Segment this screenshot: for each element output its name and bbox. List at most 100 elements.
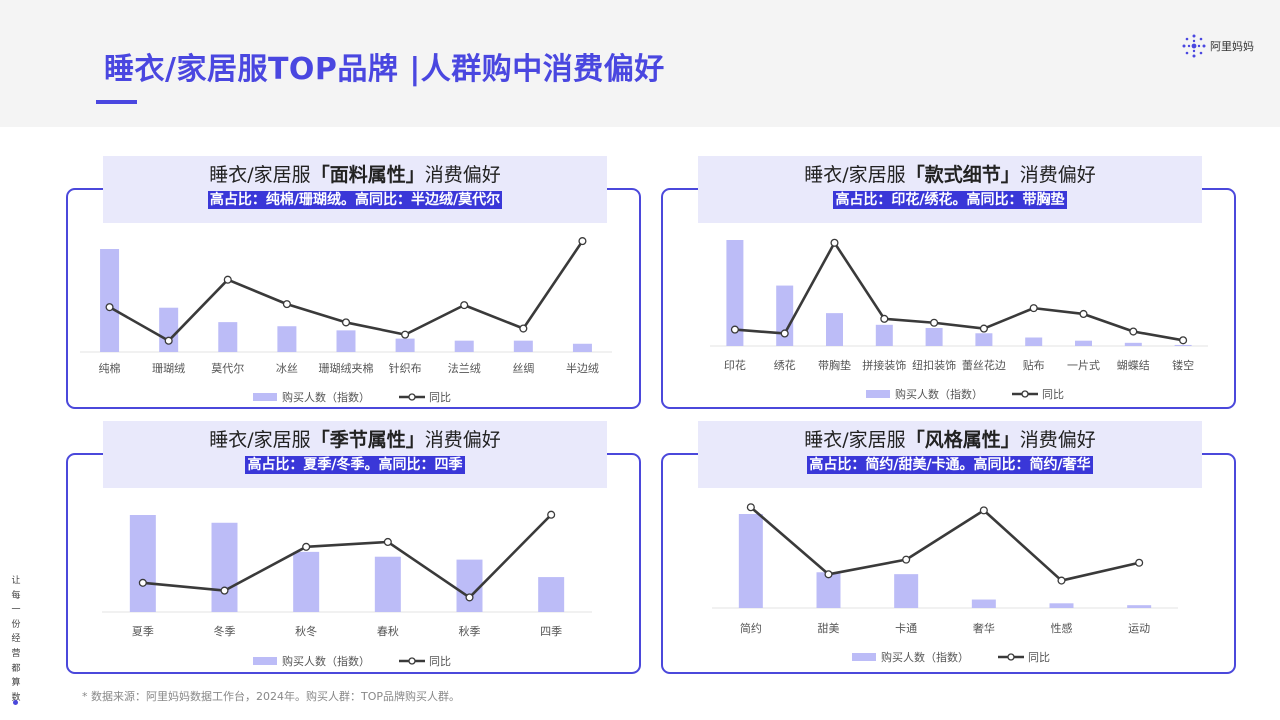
line-point [105,303,114,312]
bar [395,338,415,352]
sparkle-logo-icon [1182,34,1206,58]
line-point [780,329,789,338]
x-tick-label: 冰丝 [276,362,298,375]
x-tick-label: 简约 [740,621,762,635]
line-point [930,318,939,327]
legend-line-label: 同比 [1028,651,1050,664]
bar [336,330,356,352]
line-point [979,506,988,515]
x-tick-label: 秋冬 [295,624,317,638]
bar [211,522,238,612]
bar [738,514,763,608]
x-tick-label: 夏季 [132,625,154,638]
bar [894,574,919,608]
page-header [0,0,1280,127]
line-point [746,503,755,512]
bar [513,340,533,352]
line-point [1129,327,1138,336]
panel-subtitle: 高占比：纯棉/珊瑚绒。高同比：半边绒/莫代尔 [207,191,503,209]
line-point [730,325,739,334]
line-point [519,324,528,333]
x-tick-label: 镂空 [1172,358,1194,372]
x-tick-label: 带胸垫 [818,358,851,372]
line-point [880,314,889,323]
panel-season-header: 睡衣/家居服「季节属性」消费偏好 高占比：夏季/冬季。高同比：四季 [103,421,607,488]
x-tick-label: 卡通 [895,622,917,635]
x-tick-label: 珊瑚绒夹棉 [319,361,374,375]
x-tick-label: 春秋 [377,624,399,638]
line-point [220,586,229,595]
line-point [164,336,173,345]
legend-line-label: 同比 [429,655,451,668]
panel-subtitle: 高占比：夏季/冬季。高同比：四季 [245,456,465,474]
x-tick-label: 秋季 [459,624,481,638]
line-point [282,300,291,309]
series-line [142,513,553,599]
x-tick-label: 拼接装饰 [862,358,906,372]
bar [218,322,238,352]
line-point [1079,309,1088,319]
bar [1127,605,1152,608]
legend-bar-label: 购买人数（指数） [895,387,983,401]
line-point [1057,576,1066,585]
line-point [902,555,911,564]
bar [726,240,744,346]
panel-title: 睡衣/家居服「季节属性」消费偏好 [209,429,501,451]
bar [572,343,592,352]
panel-subtitle: 高占比：印花/绣花。高同比：带胸垫 [833,191,1067,209]
bar [1049,603,1074,608]
series-line [734,241,1184,342]
legend-line-marker [408,657,416,665]
x-tick-label: 莫代尔 [211,362,244,375]
line-point [465,593,474,602]
line-point [830,238,839,247]
panel-fabric-header: 睡衣/家居服「面料属性」消费偏好 高占比：纯棉/珊瑚绒。高同比：半边绒/莫代尔 [103,156,607,223]
bar [826,313,843,346]
bar [776,285,794,346]
page-title: 睡衣/家居服TOP品牌 |人群购中消费偏好 [104,52,665,87]
title-underline [96,100,137,104]
line-point [383,537,392,547]
bar [975,333,993,346]
line-point [1135,558,1144,567]
x-tick-label: 甜美 [818,622,840,635]
legend-bar-swatch [866,390,890,398]
x-tick-label: 四季 [540,625,562,638]
panel-title: 睡衣/家居服「款式细节」消费偏好 [804,164,1096,186]
x-tick-label: 蝴蝶结 [1117,358,1150,372]
line-point [547,510,556,519]
x-tick-label: 印花 [724,359,746,372]
bar [159,307,179,352]
bar [1025,337,1043,346]
legend-bar-swatch [852,653,876,661]
legend-line-label: 同比 [1042,388,1064,401]
x-tick-label: 纯棉 [99,361,121,375]
legend-bar-label: 购买人数（指数） [282,654,370,668]
x-tick-label: 蕾丝花边 [962,359,1006,372]
x-tick-label: 半边绒 [566,361,599,375]
panel-title: 睡衣/家居服「风格属性」消费偏好 [804,429,1096,451]
panel-style-detail-header: 睡衣/家居服「款式细节」消费偏好 高占比：印花/绣花。高同比：带胸垫 [698,156,1202,223]
x-tick-label: 贴布 [1023,358,1045,372]
line-point [1179,336,1188,345]
x-tick-label: 一片式 [1067,359,1100,372]
line-point [1029,304,1038,313]
bar [374,556,401,612]
bar [456,559,483,612]
line-point [824,570,833,579]
bar [538,577,565,612]
logo-text: 阿里妈妈 [1210,40,1254,53]
legend-line-label: 同比 [429,391,451,404]
line-point [138,578,147,587]
legend-line-marker [1021,390,1029,398]
bar [1124,342,1142,346]
bar [454,340,474,352]
footnote: * 数据来源：阿里妈妈数据工作台，2024年。购买人群：TOP品牌购买人群。 [82,690,460,703]
bar [293,551,320,612]
side-slogan: 让每一份经营都算数 [11,576,21,703]
panel-style-detail [661,188,1236,409]
line-point [223,275,232,284]
legend-line-marker [1007,653,1015,661]
bar [1174,344,1192,346]
